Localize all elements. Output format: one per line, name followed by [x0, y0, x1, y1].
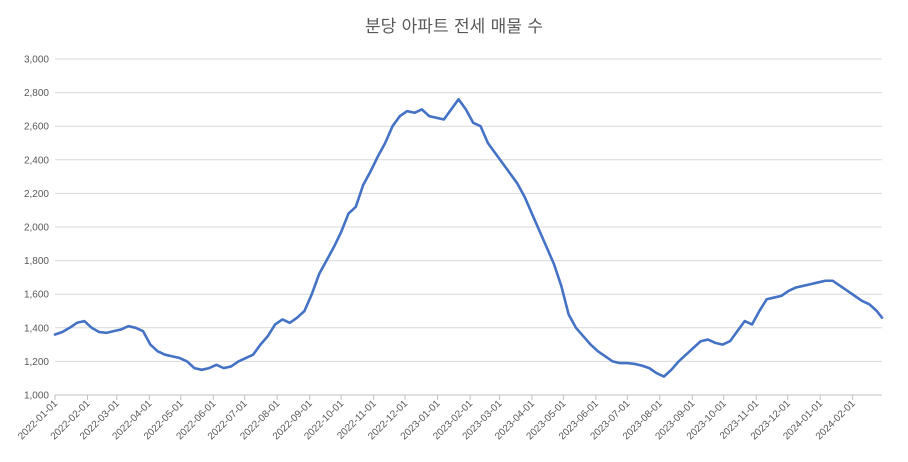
y-tick-label: 1,000: [24, 391, 49, 402]
y-tick-label: 2,400: [24, 155, 49, 166]
y-tick-label: 3,000: [24, 55, 49, 66]
y-tick-label: 2,800: [24, 88, 49, 99]
y-tick-label: 1,600: [24, 290, 49, 301]
series-line: [53, 98, 884, 378]
y-tick-label: 2,000: [24, 223, 49, 234]
series-layer: [53, 98, 884, 378]
chart-title: 분당 아파트 전세 매물 수: [364, 17, 543, 37]
y-tick-label: 1,400: [24, 323, 49, 334]
gridlines: [54, 58, 882, 400]
y-tick-label: 2,600: [24, 122, 49, 133]
y-axis-tick-labels: 1,000 1,200 1,400 1,600 1,800 2,000 2,200 2,400…: [24, 55, 49, 402]
x-axis-tick-labels: 2022-01-012022-02-012022-03-012022-04-01…: [16, 398, 858, 442]
y-tick-label: 1,200: [24, 357, 49, 368]
y-tick-label: 2,200: [24, 189, 49, 200]
y-tick-label: 1,800: [24, 256, 49, 267]
